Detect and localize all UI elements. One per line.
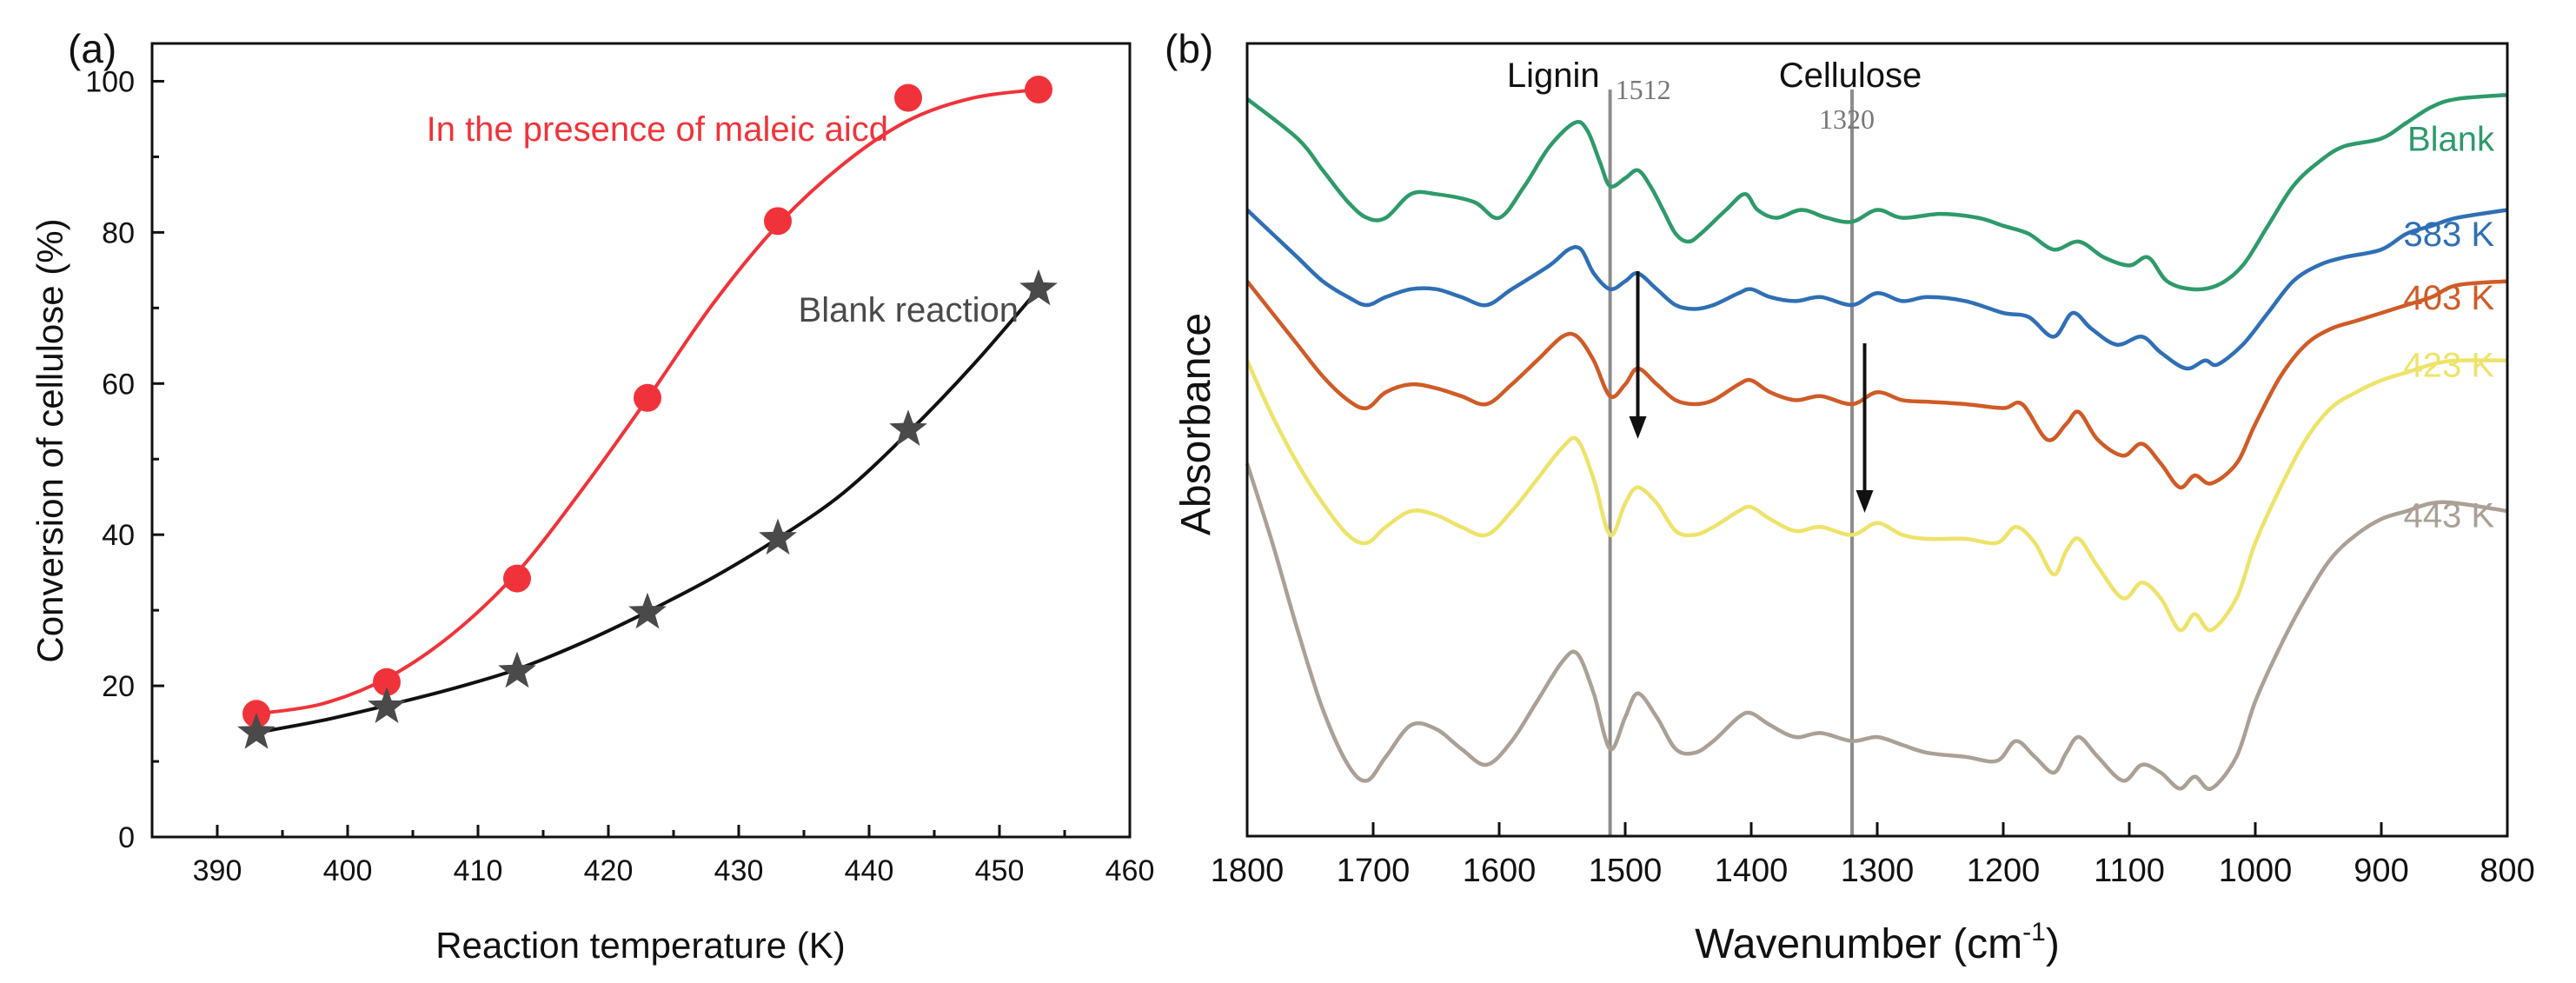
panel-a-x-axis-label: Reaction temperature (K): [435, 925, 846, 966]
b-x-tick-label-1100: 1100: [2094, 853, 2165, 889]
point-maleic-acid-453: [1025, 76, 1052, 104]
panel-b-ticks: 1800 1700 1600 1500 1400 1300 1200 1100 1000 900 8…: [1211, 822, 2535, 889]
point-blank-393: [237, 713, 276, 749]
series-label-423-k: 423 K: [2403, 346, 2494, 384]
y-tick-label-100: 100: [85, 65, 135, 98]
panel-a-frame: [150, 42, 1132, 839]
y-tick-label-80: 80: [102, 216, 135, 249]
b-x-tick-label-1500: 1500: [1589, 853, 1663, 889]
point-blank-423: [628, 592, 667, 629]
panel-a-label: (a): [68, 26, 116, 71]
series-label-383-k: 383 K: [2403, 216, 2494, 254]
point-blank-413: [498, 651, 536, 688]
panel-a-y-axis-label: Conversion of cellulose (%): [30, 218, 70, 662]
x-tick-label-390: 390: [193, 854, 242, 887]
x-tick-label-410: 410: [454, 854, 503, 887]
spectrum-423-k: [1245, 358, 2508, 633]
x-label-main: Wavenumber (cm: [1695, 921, 2022, 967]
b-x-tick-label-1400: 1400: [1715, 853, 1789, 889]
x-tick-label-450: 450: [975, 854, 1025, 887]
panel-a-points: [237, 76, 1058, 749]
point-blank-433: [759, 518, 797, 555]
point-blank-403: [368, 687, 406, 723]
b-x-tick-label-1000: 1000: [2219, 853, 2293, 889]
b-x-tick-label-900: 900: [2354, 853, 2408, 889]
point-maleic-acid-443: [894, 83, 922, 112]
fit-curve-blank: [256, 288, 1040, 734]
series-label-443-k: 443 K: [2403, 497, 2494, 535]
panel-a-ticks: 390 400 410 420 430 440 450 460 0 20 40 60 80 100: [85, 65, 1154, 887]
point-maleic-acid-403: [373, 668, 401, 696]
x-tick-label-430: 430: [714, 854, 764, 887]
down-arrow-head: [1856, 490, 1874, 513]
panel-b: (b) Lignin 1512 Cellulose 1320 1800 1700 1600…: [1165, 26, 2535, 967]
legend-blank-reaction: Blank reaction: [799, 291, 1019, 329]
b-x-tick-label-1200: 1200: [1967, 853, 2041, 889]
b-x-tick-label-1300: 1300: [1841, 853, 1915, 889]
point-maleic-acid-423: [634, 383, 661, 412]
panel-a: (a) 390 400 410 420 430 440 450 460 0 20 40 60 80 100…: [30, 26, 1154, 966]
y-tick-label-20: 20: [102, 670, 135, 703]
panel-b-label: (b): [1165, 26, 1213, 71]
marker-name-cellulose: Cellulose: [1779, 56, 1922, 95]
down-arrow-head: [1629, 416, 1647, 439]
b-x-tick-label-1600: 1600: [1463, 853, 1537, 889]
panel-b-series-labels: Blank 383 K 403 K 423 K 443 K: [2403, 120, 2495, 535]
b-x-tick-label-800: 800: [2480, 853, 2534, 889]
x-tick-label-400: 400: [323, 854, 373, 887]
x-tick-label-460: 460: [1105, 854, 1155, 887]
y-tick-label-0: 0: [118, 821, 135, 854]
point-blank-453: [1019, 269, 1058, 306]
marker-value-lignin: 1512: [1616, 74, 1671, 105]
x-label-close: ): [2046, 921, 2060, 967]
y-tick-label-40: 40: [102, 519, 135, 552]
panel-b-spectra: [1245, 93, 2508, 792]
panel-b-band-markers: Lignin 1512 Cellulose 1320: [1507, 56, 1922, 836]
point-maleic-acid-433: [764, 207, 792, 236]
spectrum-383-k: [1245, 208, 2508, 371]
x-tick-label-420: 420: [584, 854, 634, 887]
point-blank-443: [889, 409, 927, 446]
panel-b-x-axis-label: Wavenumber (cm-1): [1695, 918, 2060, 967]
spectrum-blank: [1245, 93, 2508, 292]
marker-name-lignin: Lignin: [1507, 56, 1600, 95]
spectrum-443-k: [1245, 462, 2508, 792]
panel-b-y-axis-label: Absorbance: [1173, 313, 1219, 535]
b-x-tick-label-1800: 1800: [1211, 853, 1285, 889]
series-label-403-k: 403 K: [2403, 279, 2494, 317]
b-x-tick-label-1700: 1700: [1337, 853, 1411, 889]
y-tick-label-60: 60: [102, 368, 135, 401]
series-label-blank: Blank: [2407, 120, 2495, 158]
x-label-superscript: -1: [2022, 918, 2046, 946]
point-maleic-acid-413: [503, 564, 531, 593]
panel-b-arrows: [1629, 271, 1874, 513]
legend-maleic-acid: In the presence of maleic aicd: [427, 110, 888, 149]
marker-value-cellulose: 1320: [1819, 103, 1875, 135]
x-tick-label-440: 440: [845, 854, 894, 887]
spectrum-403-k: [1245, 279, 2508, 490]
